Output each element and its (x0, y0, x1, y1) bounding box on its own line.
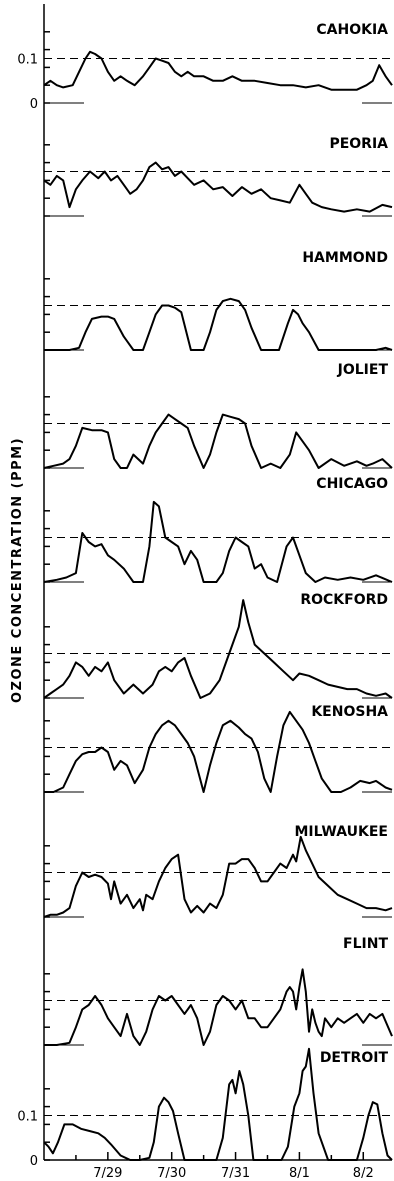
x-tick-label: 8/2 (353, 1166, 374, 1181)
series-line-chicago (43, 500, 393, 583)
panel-detroit: DETROIT (43, 1047, 393, 1161)
panel-title: HAMMOND (302, 250, 388, 266)
panel-rockford: ROCKFORD (43, 592, 393, 699)
panel-flint: FLINT (44, 936, 393, 1046)
series-line-cahokia (43, 50, 393, 91)
panel-peoria: PEORIA (43, 136, 393, 217)
x-tick-label: 7/29 (93, 1166, 122, 1181)
axes-layer: 0.1 0 0.1 0 7/29 7/30 7/31 8/1 8/2 (17, 31, 374, 1181)
panel-kenosha: KENOSHA (44, 704, 393, 793)
series-line-hammond (44, 297, 393, 351)
bottom-y-tick-label: 0 (30, 1154, 38, 1169)
y-axis-label: OZONE CONCENTRATION (PPM) (10, 437, 25, 703)
series-line-kenosha (44, 710, 393, 793)
panel-title: ROCKFORD (300, 592, 388, 608)
x-tick-label: 8/1 (289, 1166, 310, 1181)
panel-cahokia: CAHOKIA (43, 22, 393, 104)
panel-title: DETROIT (320, 1050, 389, 1066)
panels-layer: CAHOKIA PEORIA HAMMOND JOLIET CHICAGO ROCKFOR… (43, 22, 393, 1161)
panel-title: FLINT (343, 936, 388, 952)
panel-milwaukee: MILWAUKEE (43, 824, 393, 918)
panel-title: MILWAUKEE (294, 824, 388, 840)
series-line-flint (44, 968, 393, 1046)
series-line-rockford (43, 599, 393, 699)
top-y-tick-label: 0.1 (17, 53, 38, 68)
x-tick-label: 7/30 (157, 1166, 186, 1181)
panel-joliet: JOLIET (43, 362, 393, 469)
panel-chicago: CHICAGO (43, 476, 393, 583)
series-line-milwaukee (43, 835, 393, 918)
panel-title: CHICAGO (316, 476, 388, 492)
x-tick-label: 7/31 (221, 1166, 250, 1181)
series-line-peoria (43, 161, 393, 213)
panel-hammond: HAMMOND (44, 250, 393, 351)
bottom-y-tick-label: 0.1 (17, 1110, 38, 1125)
panel-title: KENOSHA (311, 704, 388, 720)
series-line-joliet (43, 413, 393, 469)
panel-title: JOLIET (337, 362, 389, 378)
panel-title: PEORIA (329, 136, 388, 152)
panel-title: CAHOKIA (316, 22, 388, 38)
top-y-tick-label: 0 (30, 97, 38, 112)
